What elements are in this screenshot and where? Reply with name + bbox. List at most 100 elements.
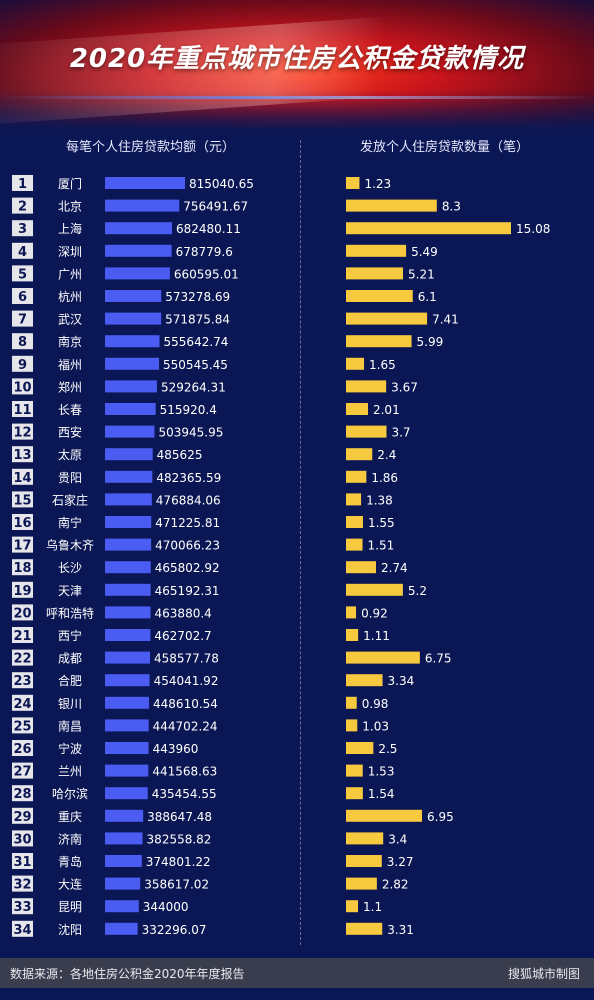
- loan-count-bar: [346, 877, 377, 890]
- city-label: 太原: [58, 447, 82, 462]
- loan-count-bar: [346, 900, 359, 913]
- avg-loan-bar: [105, 742, 149, 754]
- loan-count-bar: [346, 425, 387, 438]
- avg-loan-value: 344000: [143, 900, 189, 914]
- avg-loan-value: 503945.95: [158, 426, 223, 440]
- city-label: 天津: [58, 584, 82, 598]
- rank-number: 8: [18, 335, 27, 350]
- rank-badge: [12, 627, 33, 643]
- city-label: 贵阳: [58, 471, 82, 485]
- rank-number: 1: [18, 177, 27, 192]
- city-label: 武汉: [58, 313, 82, 327]
- avg-loan-bar: [105, 222, 172, 235]
- loan-count-value: 2.82: [382, 878, 409, 892]
- loan-count-bar: [346, 561, 376, 574]
- avg-loan-bar: [105, 719, 149, 732]
- rank-number: 30: [13, 832, 31, 847]
- rank-badge: [12, 265, 33, 282]
- loan-count-bar: [346, 312, 428, 325]
- city-label: 深圳: [58, 245, 82, 259]
- avg-loan-value: 444702.24: [153, 719, 218, 733]
- rank-number: 33: [13, 900, 31, 915]
- rank-number: 20: [13, 606, 31, 621]
- rank-badge: [12, 672, 33, 689]
- city-label: 乌鲁木齐: [46, 538, 94, 553]
- rank-badge: [12, 717, 33, 734]
- avg-loan-bar: [105, 470, 153, 483]
- loan-count-bar: [346, 696, 357, 709]
- avg-loan-value: 815040.65: [189, 177, 254, 191]
- loan-count-value: 8.3: [442, 200, 461, 214]
- loan-count-value: 5.2: [408, 584, 427, 598]
- loan-count-value: 1.11: [363, 629, 390, 643]
- avg-loan-bar: [105, 651, 151, 664]
- city-label: 宁波: [58, 741, 82, 756]
- loan-count-bar: [346, 809, 423, 822]
- avg-loan-bar: [105, 696, 150, 709]
- rank-badge: [12, 581, 33, 598]
- rank-badge: [12, 785, 33, 802]
- loan-count-bar: [346, 629, 359, 641]
- loan-count-bar: [346, 674, 383, 687]
- credit-note: 搜狐城市制图: [507, 967, 580, 981]
- rank-badge: [12, 559, 33, 576]
- avg-loan-bar: [105, 312, 162, 325]
- rank-number: 14: [13, 471, 31, 486]
- city-label: 西宁: [58, 628, 82, 643]
- rank-number: 4: [18, 245, 27, 260]
- loan-count-value: 2.01: [373, 403, 400, 417]
- loan-count-value: 5.49: [411, 245, 438, 259]
- loan-count-bar: [346, 538, 363, 551]
- rank-badge: [12, 197, 33, 214]
- avg-loan-value: 555642.74: [164, 335, 229, 349]
- header-banner: 2020年重点城市住房公积金贷款情况: [0, 0, 594, 130]
- rank-badge: [12, 898, 33, 915]
- city-label: 石家庄: [52, 492, 88, 507]
- rank-badge: [12, 875, 33, 892]
- rank-number: 27: [13, 765, 31, 780]
- loan-count-bar: [346, 403, 368, 415]
- rank-number: 26: [13, 742, 31, 757]
- city-label: 南京: [58, 334, 82, 349]
- loan-count-value: 1.53: [368, 765, 395, 779]
- avg-loan-value: 573278.69: [165, 290, 230, 304]
- loan-count-bar: [346, 742, 374, 754]
- rank-badge: [12, 536, 33, 553]
- loan-count-bar: [346, 855, 382, 867]
- loan-count-bar: [346, 177, 360, 189]
- city-label: 厦门: [58, 176, 82, 191]
- avg-loan-value: 465802.92: [155, 561, 220, 575]
- rank-badge: [12, 175, 33, 191]
- rank-badge: [12, 468, 33, 485]
- city-label: 西安: [58, 425, 82, 440]
- rank-badge: [12, 378, 33, 395]
- rank-number: 21: [13, 629, 31, 644]
- city-label: 昆明: [58, 900, 82, 914]
- city-label: 济南: [58, 831, 82, 846]
- city-label: 福州: [58, 357, 82, 372]
- avg-loan-value: 388647.48: [147, 810, 212, 824]
- avg-loan-bar: [105, 674, 150, 687]
- rank-number: 23: [13, 674, 31, 689]
- rank-badge: [12, 333, 33, 350]
- rank-number: 18: [13, 561, 31, 576]
- avg-loan-bar: [105, 561, 151, 574]
- rank-badge: [12, 220, 33, 237]
- footer-bar: 数据来源：各地住房公积金2020年年度报告 搜狐城市制图: [0, 958, 594, 988]
- loan-count-value: 6.75: [425, 652, 452, 666]
- avg-loan-bar: [105, 629, 151, 641]
- city-label: 上海: [58, 221, 82, 236]
- rank-number: 32: [13, 878, 31, 893]
- rank-number: 15: [13, 493, 31, 508]
- rank-number: 7: [18, 313, 27, 328]
- loan-count-value: 1.23: [364, 177, 391, 191]
- rank-badge: [12, 920, 33, 937]
- avg-loan-bar: [105, 177, 185, 189]
- rank-badge: [12, 423, 33, 440]
- rank-number: 9: [18, 358, 27, 373]
- loan-count-bar: [346, 764, 363, 777]
- city-label: 长沙: [58, 561, 82, 575]
- city-label: 郑州: [58, 379, 82, 394]
- loan-count-value: 6.95: [427, 810, 454, 824]
- avg-loan-bar: [105, 900, 139, 913]
